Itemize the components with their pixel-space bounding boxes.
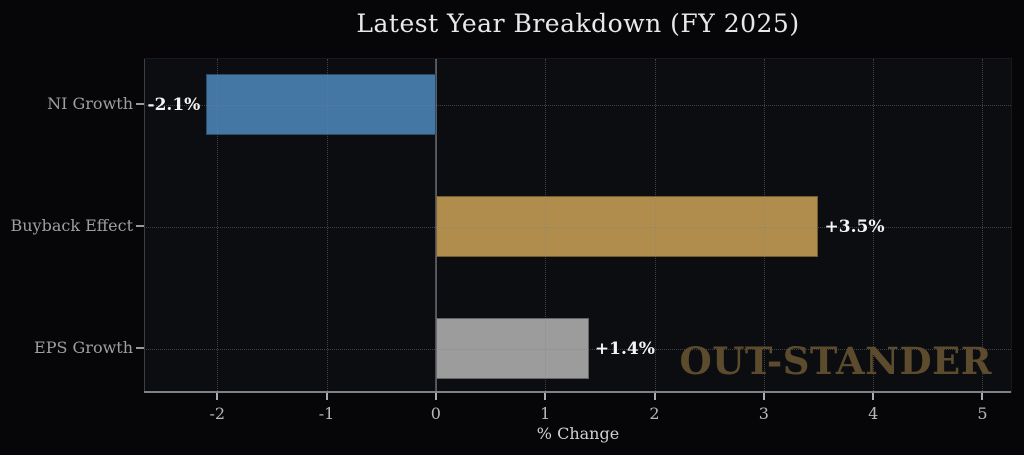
x-tick-label-0: 0 [430,404,441,423]
bar-eps-growth [435,318,589,379]
x-tick--1 [325,393,328,400]
x-tick--2 [216,393,219,400]
x-axis-label: % Change [536,424,620,443]
x-tick-2 [653,393,656,400]
bar-buyback-effect [435,196,819,257]
y-axis-spine [144,59,145,393]
y-tick-eps-growth [136,346,144,349]
x-tick-label--1: -1 [318,404,335,423]
x-tick-1 [544,393,547,400]
x-tick-label-4: 4 [868,404,879,423]
gridline-x--1 [326,59,328,393]
gridline-x-1 [545,59,547,393]
x-tick-0 [434,393,437,400]
gridline-x-0 [435,59,437,393]
x-tick-label-2: 2 [649,404,660,423]
category-label-ni-growth: NI Growth [47,93,133,113]
y-tick-ni-growth [136,102,144,105]
value-label-buyback-effect: +3.5% [824,216,885,237]
gridline-y-ni-growth [144,104,1011,106]
bar-ni-growth [206,74,436,135]
gridline-x-3 [763,59,765,393]
x-tick-3 [762,393,765,400]
y-tick-buyback-effect [136,224,144,227]
x-tick-label-5: 5 [977,404,988,423]
x-tick-label-1: 1 [540,404,551,423]
category-label-eps-growth: EPS Growth [34,337,133,357]
gridline-y-buyback-effect [144,226,1011,228]
gridline-x-4 [873,59,875,393]
chart-title: Latest Year Breakdown (FY 2025) [356,9,800,38]
category-label-buyback-effect: Buyback Effect [10,215,133,235]
value-label-eps-growth: +1.4% [594,338,655,359]
plot-area: -2.1% +3.5% +1.4% [144,58,1012,393]
x-tick-label-3: 3 [758,404,769,423]
gridline-x-2 [654,59,656,393]
gridline-x-5 [982,59,984,393]
gridline-y-eps-growth [144,348,1011,350]
x-tick-label--2: -2 [209,404,226,423]
x-tick-5 [981,393,984,400]
x-axis-spine [144,391,1011,393]
x-tick-4 [872,393,875,400]
value-label-ni-growth: -2.1% [147,94,201,115]
gridline-x--2 [217,59,219,393]
watermark-text: OUT-STANDER [679,339,992,383]
